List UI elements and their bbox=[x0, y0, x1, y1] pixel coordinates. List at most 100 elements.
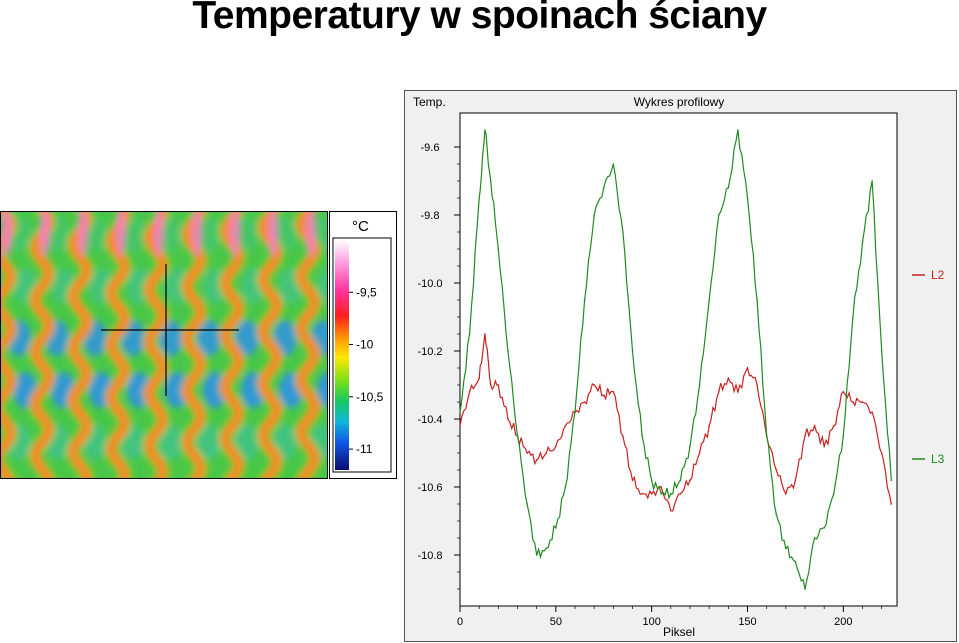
data-point-l2 bbox=[535, 459, 538, 461]
data-point-l3 bbox=[785, 547, 787, 549]
data-point-l2 bbox=[727, 377, 730, 380]
data-point-l3 bbox=[526, 503, 528, 505]
data-point-l3 bbox=[622, 231, 624, 233]
data-point-l3 bbox=[489, 180, 492, 182]
data-point-l2 bbox=[785, 493, 787, 495]
data-point-l3 bbox=[832, 493, 835, 495]
data-point-l2 bbox=[842, 391, 845, 393]
data-point-l2 bbox=[871, 411, 873, 414]
data-point-l3 bbox=[535, 554, 538, 556]
data-point-l2 bbox=[631, 479, 634, 482]
data-point-l3 bbox=[708, 299, 710, 301]
data-point-l3 bbox=[516, 435, 519, 437]
data-point-l2 bbox=[478, 377, 480, 380]
data-point-l3 bbox=[507, 350, 509, 352]
data-point-l2 bbox=[497, 384, 500, 386]
data-point-l3 bbox=[823, 527, 825, 529]
data-point-l3 bbox=[890, 479, 893, 482]
x-tick-label: 100 bbox=[642, 616, 660, 628]
data-point-l3 bbox=[880, 350, 883, 352]
x-axis-label: Piksel bbox=[663, 625, 695, 639]
slide-title: Temperatury w spoinach ściany bbox=[192, 0, 767, 37]
thermal-noise bbox=[1, 212, 327, 478]
data-point-l2 bbox=[679, 493, 682, 495]
data-point-l2 bbox=[484, 333, 486, 335]
data-point-l3 bbox=[775, 513, 778, 515]
data-point-l3 bbox=[545, 547, 548, 549]
colorbar-unit: °C bbox=[352, 218, 369, 235]
y-tick-label: -9.6 bbox=[421, 142, 440, 154]
y-tick-label: -9.8 bbox=[421, 210, 440, 222]
data-point-l2 bbox=[602, 394, 605, 397]
data-point-l2 bbox=[526, 452, 528, 454]
data-point-l2 bbox=[650, 493, 653, 495]
data-point-l3 bbox=[555, 527, 557, 529]
data-point-l2 bbox=[880, 452, 883, 454]
y-tick-label: -10.8 bbox=[417, 550, 442, 562]
colorbar-gradient bbox=[335, 240, 349, 470]
colorbar-tick-label: -11 bbox=[356, 442, 373, 456]
data-point-l3 bbox=[717, 214, 720, 216]
data-point-l3 bbox=[478, 197, 480, 199]
data-point-l2 bbox=[545, 452, 548, 454]
x-tick-label: 50 bbox=[550, 616, 562, 628]
data-point-l2 bbox=[746, 367, 749, 369]
plot-area bbox=[459, 112, 898, 607]
data-point-l2 bbox=[794, 479, 797, 482]
data-point-l3 bbox=[727, 187, 730, 189]
data-point-l2 bbox=[832, 425, 835, 427]
data-point-l2 bbox=[861, 401, 864, 403]
profile-chart-svg: Temp. Wykres profilowy Piksel -9.6 -9.8 -1… bbox=[413, 95, 945, 639]
data-point-l3 bbox=[794, 561, 797, 563]
data-point-l2 bbox=[823, 445, 825, 448]
data-point-l3 bbox=[842, 435, 845, 437]
data-point-l3 bbox=[574, 411, 576, 414]
data-point-l3 bbox=[650, 479, 653, 482]
data-point-l2 bbox=[717, 391, 720, 393]
data-point-l2 bbox=[698, 452, 701, 454]
data-point-l2 bbox=[804, 435, 806, 437]
data-point-l3 bbox=[765, 435, 768, 437]
x-tick-label: 150 bbox=[738, 616, 756, 628]
legend-label-l2: L2 bbox=[931, 268, 945, 282]
y-tick-label: -10.0 bbox=[417, 278, 442, 290]
colorbar: °C -9,5 -10 -10,5 -11 bbox=[332, 218, 392, 473]
data-point-l2 bbox=[670, 510, 672, 512]
data-point-l3 bbox=[670, 493, 672, 495]
thermal-image bbox=[0, 211, 328, 479]
y-tick-label: -10.2 bbox=[417, 346, 442, 358]
data-point-l3 bbox=[852, 316, 854, 318]
data-point-l3 bbox=[756, 299, 758, 301]
data-point-l2 bbox=[489, 384, 492, 386]
data-point-l2 bbox=[507, 418, 509, 420]
data-point-l3 bbox=[861, 241, 864, 243]
data-point-l3 bbox=[813, 537, 816, 539]
data-point-l2 bbox=[660, 486, 663, 488]
y-tick-label: -10.4 bbox=[417, 414, 442, 426]
data-point-l2 bbox=[622, 435, 624, 437]
data-point-l2 bbox=[756, 384, 758, 386]
data-point-l3 bbox=[689, 445, 691, 448]
colorbar-panel: °C -9,5 -10 -10,5 -11 bbox=[329, 211, 397, 479]
colorbar-tick-label: -10,5 bbox=[356, 390, 384, 404]
x-tick-label: 200 bbox=[834, 616, 852, 628]
data-point-l2 bbox=[468, 391, 471, 393]
data-point-l2 bbox=[641, 493, 643, 495]
colorbar-tick-label: -9,5 bbox=[356, 285, 377, 299]
data-point-l2 bbox=[890, 503, 893, 505]
profile-chart: Temp. Wykres profilowy Piksel -9.6 -9.8 -1… bbox=[404, 90, 957, 642]
data-point-l2 bbox=[459, 425, 461, 427]
data-point-l2 bbox=[564, 425, 567, 427]
data-point-l3 bbox=[679, 479, 682, 482]
data-point-l3 bbox=[593, 214, 595, 216]
data-point-l3 bbox=[871, 180, 873, 182]
data-point-l2 bbox=[689, 479, 691, 482]
data-point-l3 bbox=[804, 588, 806, 590]
data-point-l3 bbox=[602, 187, 605, 189]
y-axis-label: Temp. bbox=[413, 95, 446, 109]
thermal-image-canvas bbox=[1, 212, 327, 478]
data-point-l3 bbox=[564, 486, 567, 488]
data-point-l2 bbox=[813, 425, 816, 427]
data-point-l3 bbox=[459, 411, 461, 414]
colorbar-tick-label: -10 bbox=[356, 338, 374, 352]
